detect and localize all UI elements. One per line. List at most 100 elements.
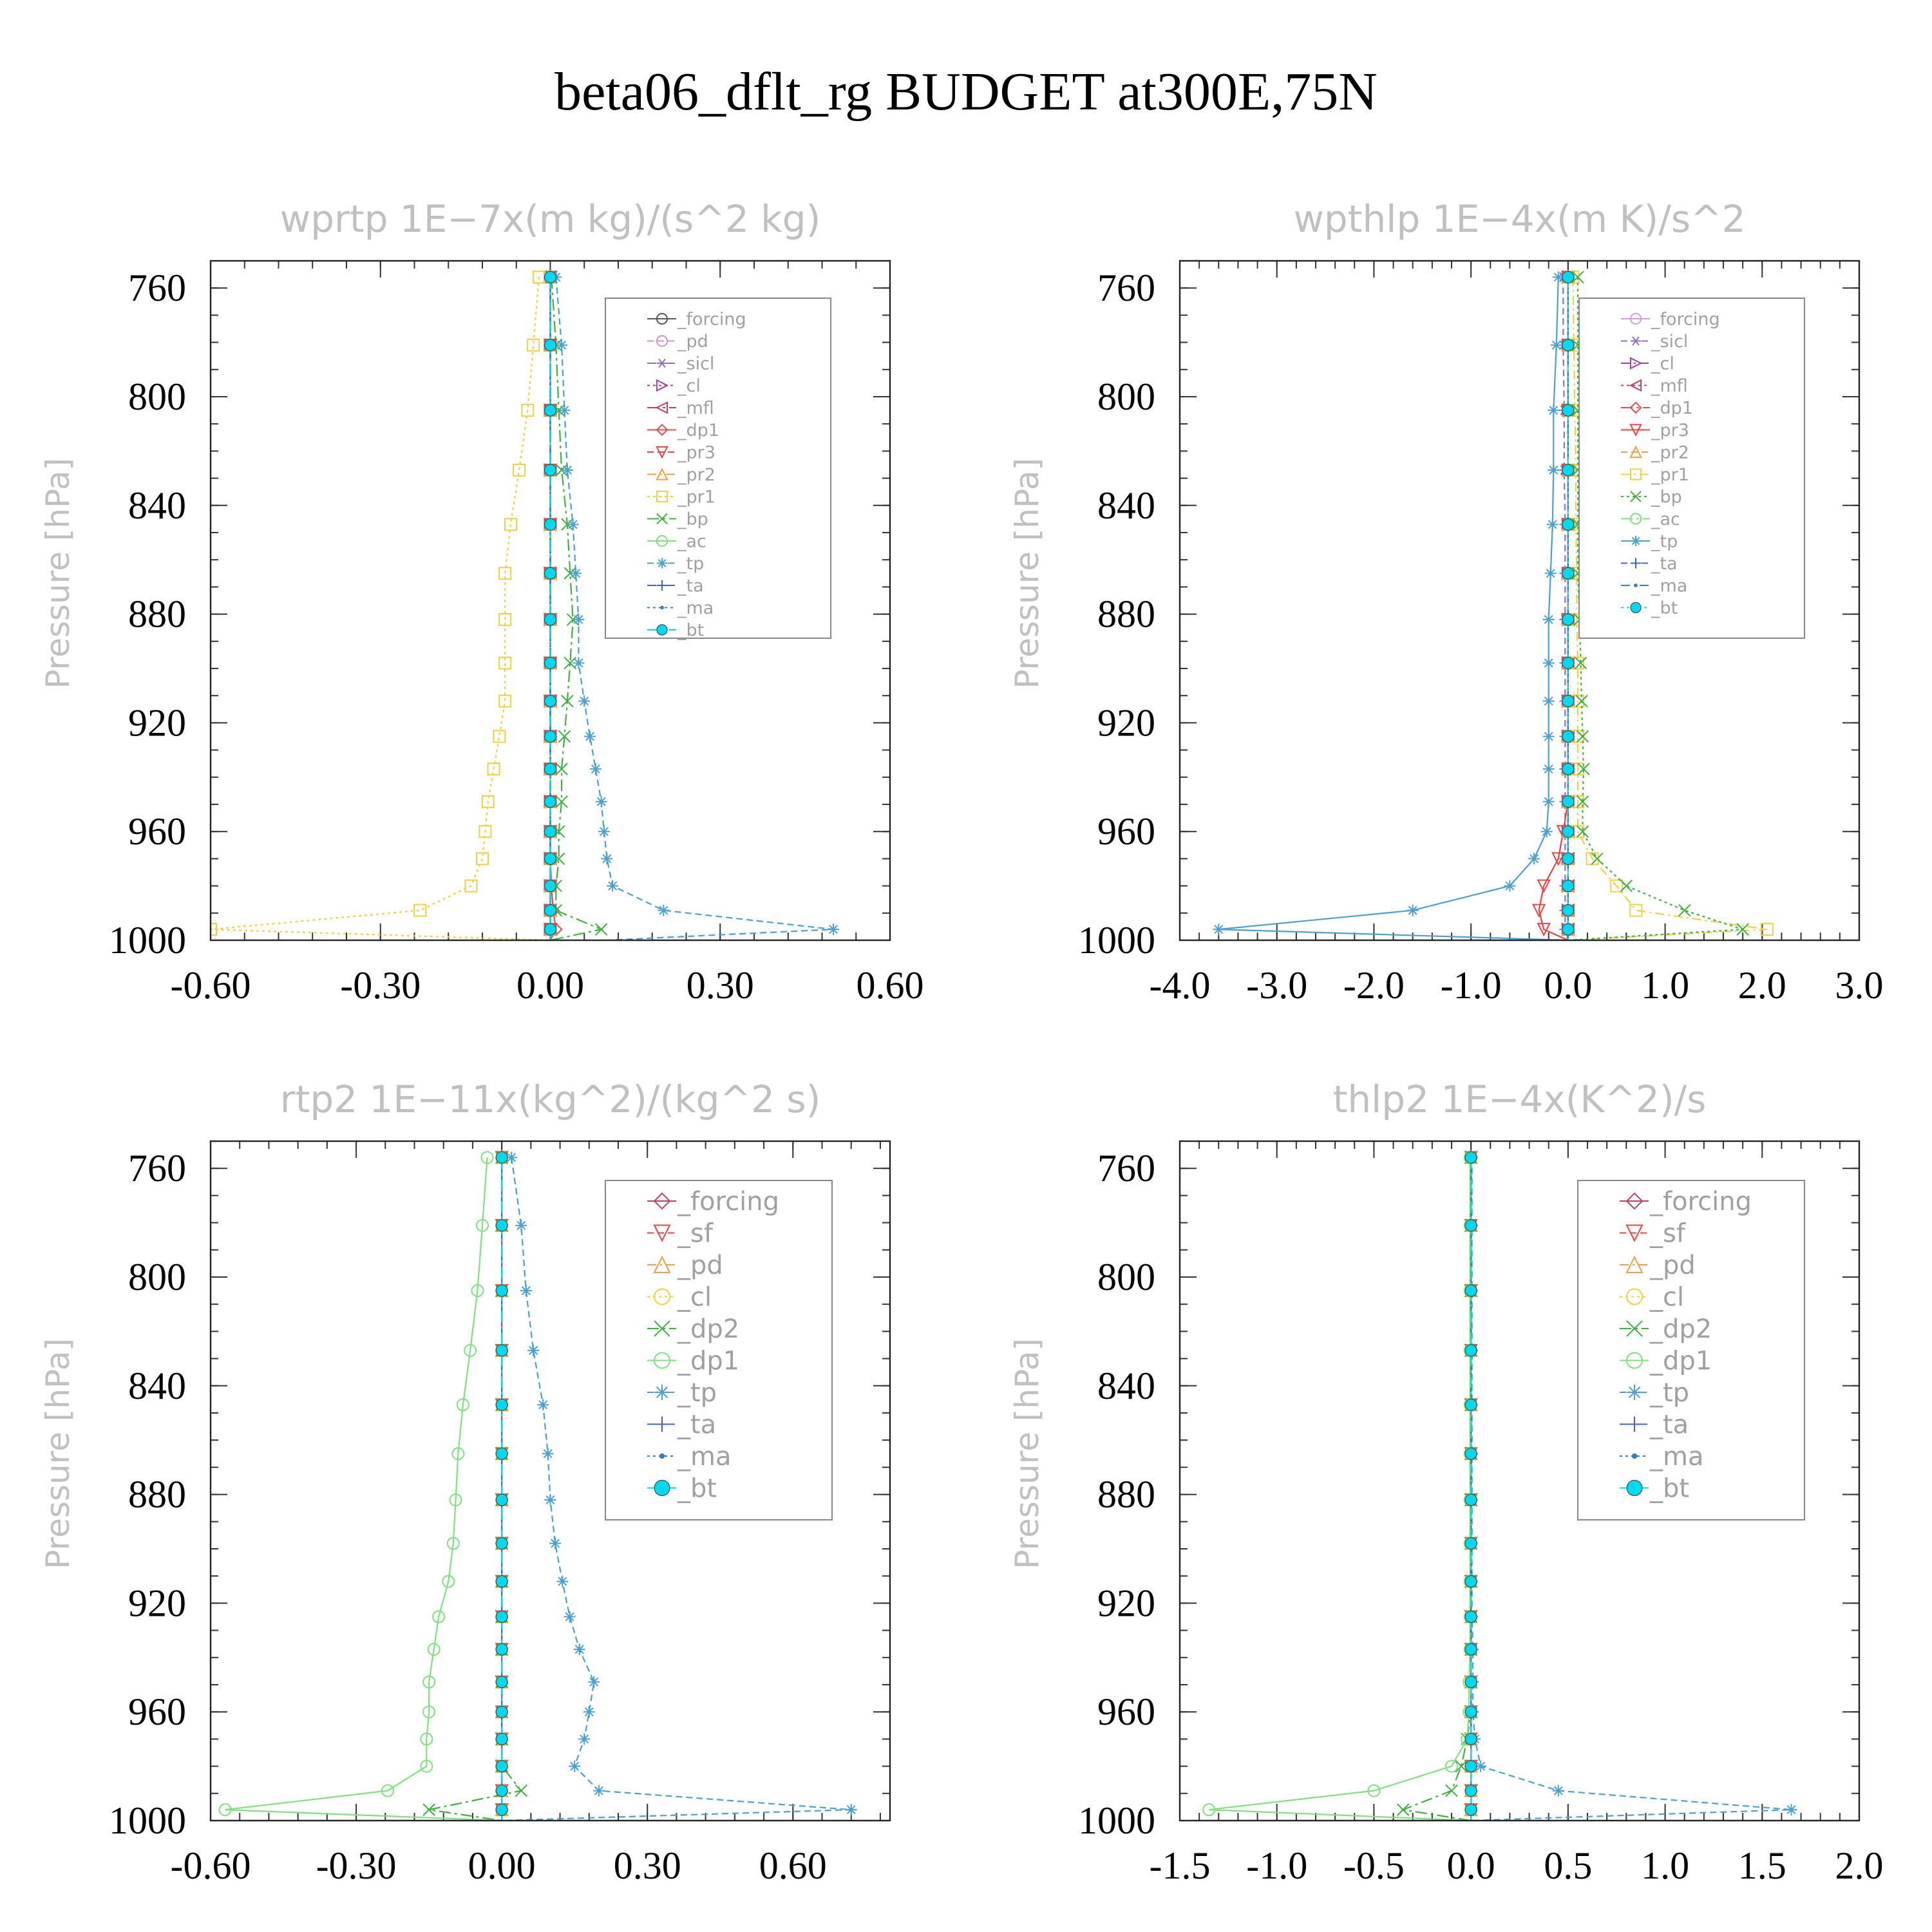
legend-marker (1626, 1352, 1643, 1369)
legend-item: _cl (1621, 354, 1674, 374)
data-point (495, 1732, 508, 1745)
legend-marker (653, 1255, 671, 1273)
data-point (495, 1643, 508, 1656)
data-point (480, 1151, 494, 1164)
y-axis-label: Pressure [hPa] (1009, 458, 1046, 689)
legend-label: _pd (677, 332, 708, 352)
data-point (607, 880, 619, 892)
data-point (544, 795, 556, 808)
data-point (1464, 1151, 1477, 1164)
y-axis-label: Pressure [hPa] (39, 458, 77, 689)
data-point (464, 1343, 477, 1357)
legend-marker (654, 1352, 670, 1369)
data-point (422, 1803, 435, 1816)
series-line-tp (502, 1157, 851, 1821)
legend-marker (656, 490, 668, 503)
data-point (487, 762, 500, 776)
legend-label: _tp (677, 554, 704, 574)
data-point (495, 1676, 508, 1689)
legend-item: _ma (647, 1442, 731, 1472)
legend-marker (654, 1480, 670, 1496)
legend-item: _tp (1621, 531, 1678, 551)
data-point (570, 567, 582, 580)
data-point (427, 1643, 440, 1656)
data-point (381, 1784, 395, 1797)
legend-label: _ma (1651, 576, 1687, 596)
legend-label: _dp2 (1649, 1314, 1712, 1344)
legend-item: _bt (1621, 598, 1678, 618)
data-point (1571, 270, 1584, 284)
data-point (498, 613, 512, 627)
x-tick-label: -3.0 (1246, 964, 1307, 1007)
chart-panel-1: wprtp 1E−7x(m kg)/(s^2 kg) Pressure [hPa]… (39, 197, 924, 1007)
data-point (1577, 762, 1590, 775)
y-tick-label: 800 (1097, 1256, 1155, 1298)
x-tick-label: -2.0 (1343, 964, 1405, 1007)
y-tick-label: 920 (128, 701, 186, 744)
y-tick-label: 960 (128, 810, 186, 853)
x-tick-label: 2.0 (1835, 1844, 1884, 1887)
data-point (544, 904, 556, 917)
legend-item: _dp1 (1621, 398, 1693, 418)
data-point (544, 825, 556, 838)
legend-item: _pr1 (1621, 465, 1689, 485)
data-point (1574, 656, 1587, 670)
legend-item: _dp1 (647, 1347, 739, 1376)
data-point (1464, 1705, 1477, 1718)
legend-label: _pr3 (677, 442, 715, 462)
y-tick-label: 1000 (1078, 1799, 1155, 1842)
legend-label: _pr3 (1651, 421, 1689, 440)
x-tick-label: 0.00 (516, 964, 584, 1007)
data-point (1464, 1676, 1477, 1689)
legend-label: _cl (677, 1283, 712, 1312)
legend-item: _pr3 (1621, 421, 1689, 440)
data-point (1367, 1784, 1381, 1797)
data-point (1464, 1732, 1477, 1745)
legend-marker (654, 1385, 670, 1400)
legend-label: _forcing (677, 309, 746, 329)
y-tick-label: 840 (128, 484, 186, 527)
legend-item: _tp (647, 554, 704, 574)
data-point (1445, 1759, 1458, 1773)
legend-marker (654, 1288, 670, 1305)
legend-marker (656, 468, 668, 480)
y-tick-label: 880 (128, 593, 186, 636)
data-point (515, 1784, 527, 1797)
series-line-bp (550, 277, 604, 940)
data-point (1540, 826, 1553, 838)
legend-item: _pd (647, 332, 708, 352)
data-point (1528, 853, 1540, 865)
legend-label: _tp (677, 1378, 717, 1408)
data-point (1562, 904, 1575, 917)
legend-label: _pr1 (1651, 465, 1689, 485)
y-tick-label: 800 (1097, 375, 1155, 418)
legend-marker (655, 401, 668, 414)
data-point (432, 1610, 446, 1624)
data-point (1464, 1344, 1477, 1357)
y-tick-label: 760 (128, 267, 186, 309)
legend-marker (656, 580, 668, 591)
legend-marker (1627, 1416, 1642, 1432)
legend-marker (659, 1453, 665, 1459)
data-point (413, 904, 427, 917)
legend-label: _sicl (1651, 332, 1688, 352)
legend-marker (656, 513, 668, 525)
legend-item: _forcing (1621, 309, 1720, 329)
data-point (1542, 795, 1555, 808)
series-line-dp1 (549, 277, 557, 940)
data-point (1562, 852, 1575, 865)
figure-title: beta06_dflt_rg BUDGET at300E,75N (554, 62, 1378, 122)
data-point (556, 339, 568, 351)
legend-label: _ta (1651, 554, 1678, 574)
data-point (561, 464, 573, 476)
legend-item: _forcing (647, 309, 746, 329)
y-tick-label: 760 (1097, 1147, 1155, 1189)
legend-item: _ac (1621, 509, 1680, 529)
data-point (595, 795, 607, 808)
data-point (1562, 880, 1575, 893)
legend-marker (656, 624, 668, 636)
data-point (578, 1733, 591, 1745)
data-point (464, 879, 478, 893)
data-point (1213, 923, 1225, 936)
